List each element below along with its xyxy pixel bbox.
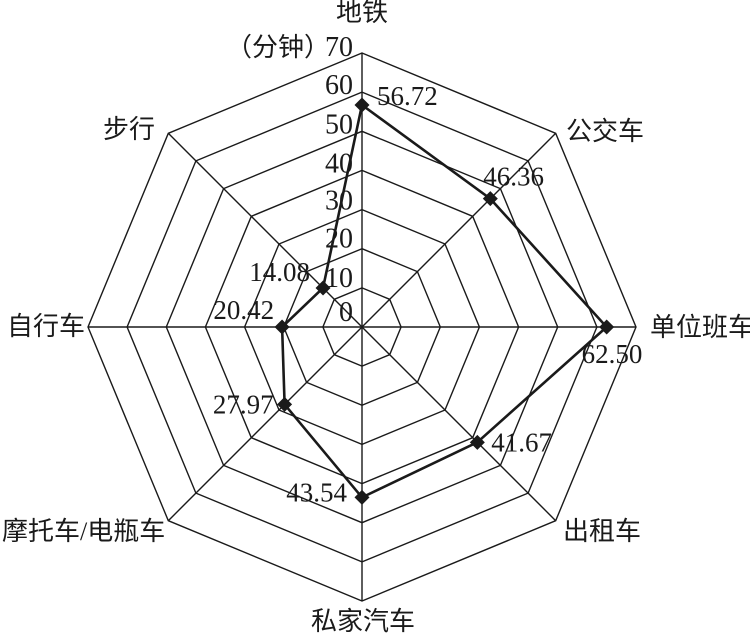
category-label-7: 步行 [103, 115, 155, 144]
category-label-6: 自行车 [7, 312, 85, 341]
value-label-7: 14.08 [249, 257, 310, 287]
axis-tick-label-30: 30 [325, 186, 353, 217]
axis-spoke-7 [167, 132, 363, 328]
category-label-1: 公交车 [566, 117, 644, 146]
axis-tick-label-0: 0 [339, 297, 353, 328]
value-label-1: 46.36 [483, 162, 544, 192]
axis-tick-label-20: 20 [325, 224, 353, 255]
category-label-5: 摩托车/电瓶车 [2, 517, 165, 546]
data-marker-6 [274, 319, 290, 335]
data-marker-0 [354, 97, 370, 113]
axis-unit-label: （分钟） [226, 33, 330, 62]
axis-tick-label-50: 50 [325, 109, 353, 140]
value-label-2: 62.50 [582, 339, 643, 369]
value-label-6: 20.42 [213, 295, 274, 325]
category-label-4: 私家汽车 [311, 607, 415, 636]
data-marker-1 [482, 191, 498, 207]
category-label-2: 单位班车 [650, 313, 750, 342]
value-label-4: 43.54 [286, 477, 347, 507]
category-label-3: 出租车 [563, 517, 641, 546]
value-label-0: 56.72 [377, 81, 438, 111]
axis-spoke-5 [167, 326, 363, 522]
value-label-5: 27.97 [213, 389, 274, 419]
axis-spoke-3 [361, 326, 557, 522]
category-label-0: 地铁 [336, 0, 388, 27]
data-marker-3 [469, 434, 485, 450]
data-marker-5 [277, 396, 293, 412]
axis-tick-label-60: 60 [325, 70, 353, 101]
data-marker-4 [354, 489, 370, 505]
value-label-3: 41.67 [491, 427, 552, 457]
axis-tick-label-40: 40 [325, 148, 353, 179]
axis-tick-label-70: 70 [325, 32, 353, 63]
data-marker-7 [315, 280, 331, 296]
axis-spoke-1 [361, 132, 557, 328]
data-marker-2 [599, 319, 615, 335]
axis-tick-label-10: 10 [325, 263, 353, 294]
